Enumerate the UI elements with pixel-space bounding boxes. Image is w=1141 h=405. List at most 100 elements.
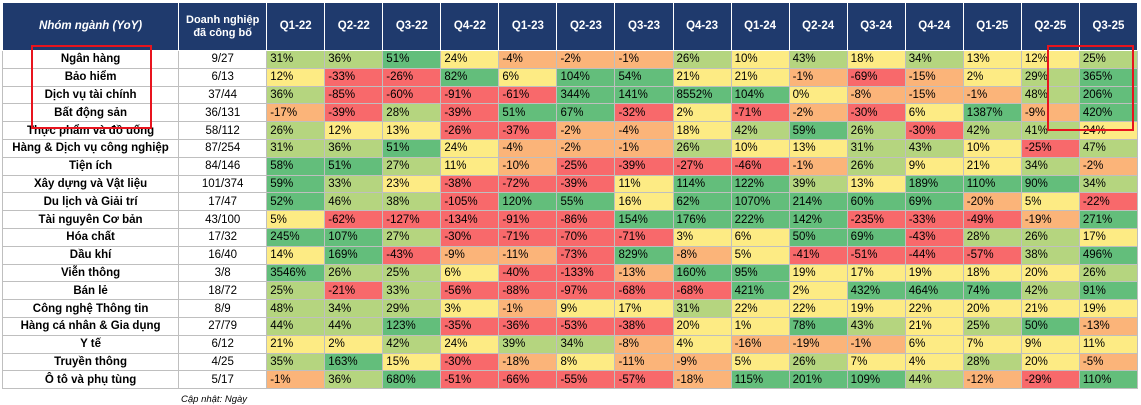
- sector-name: Tài nguyên Cơ bản: [1, 210, 180, 229]
- sector-name: Ô tô và phụ tùng: [1, 370, 180, 390]
- growth-cell: 22%: [730, 299, 790, 318]
- sector-name: Dịch vụ tài chính: [1, 85, 180, 105]
- growth-cell: -26%: [382, 67, 442, 87]
- growth-cell: 52%: [266, 192, 326, 212]
- companies-reported-count: 18/72: [178, 281, 268, 301]
- sector-name: Dầu khí: [1, 245, 180, 265]
- growth-cell: 8552%: [672, 85, 732, 105]
- growth-cell: -13%: [1078, 316, 1139, 336]
- growth-cell: 104%: [730, 85, 790, 105]
- growth-cell: 6%: [440, 263, 500, 283]
- table-row: Công nghệ Thông tin 8/9 48% 34% 29% 3% -1% 9% 17…: [1, 299, 1139, 318]
- growth-cell: 26%: [672, 138, 732, 158]
- growth-cell: -71%: [498, 227, 558, 247]
- growth-cell: 21%: [266, 334, 326, 354]
- growth-cell: 16%: [614, 192, 674, 212]
- growth-cell: 163%: [324, 352, 384, 372]
- growth-cell: 69%: [846, 227, 906, 247]
- growth-cell: 0%: [788, 85, 848, 105]
- growth-cell: -134%: [440, 210, 500, 229]
- growth-cell: 115%: [730, 370, 790, 390]
- growth-cell: 78%: [788, 316, 848, 336]
- growth-cell: 27%: [382, 156, 442, 176]
- growth-cell: 11%: [614, 174, 674, 194]
- growth-cell: 17%: [1078, 227, 1139, 247]
- growth-cell: 34%: [556, 334, 616, 354]
- growth-cell: 29%: [1020, 67, 1080, 87]
- growth-cell: 9%: [1020, 334, 1080, 354]
- header-quarter-q1-25: Q1-25: [962, 2, 1022, 51]
- companies-reported-count: 5/17: [178, 370, 268, 390]
- growth-cell: 3%: [672, 227, 732, 247]
- growth-cell: 33%: [382, 281, 442, 301]
- header-quarter-q1-24: Q1-24: [730, 2, 790, 51]
- growth-cell: 19%: [904, 263, 964, 283]
- growth-cell: -22%: [1078, 192, 1139, 212]
- growth-cell: -105%: [440, 192, 500, 212]
- header-quarter-q2-23: Q2-23: [556, 2, 616, 51]
- growth-cell: 222%: [730, 210, 790, 229]
- growth-cell: 24%: [440, 50, 500, 69]
- growth-cell: 36%: [324, 370, 384, 390]
- growth-cell: 189%: [904, 174, 964, 194]
- header-quarter-q3-25: Q3-25: [1078, 2, 1139, 51]
- growth-cell: -56%: [440, 281, 500, 301]
- growth-cell: -39%: [614, 156, 674, 176]
- growth-cell: -57%: [962, 245, 1022, 265]
- growth-cell: -68%: [672, 281, 732, 301]
- growth-cell: 44%: [266, 316, 326, 336]
- table-row: Xây dựng và Vật liệu 101/374 59% 33% 23% -38%…: [1, 174, 1139, 194]
- growth-cell: 42%: [962, 121, 1022, 140]
- growth-cell: 59%: [788, 121, 848, 140]
- growth-cell: 24%: [440, 138, 500, 158]
- growth-cell: -2%: [556, 138, 616, 158]
- growth-cell: -15%: [904, 67, 964, 87]
- growth-cell: 1070%: [730, 192, 790, 212]
- companies-reported-count: 17/32: [178, 227, 268, 247]
- growth-cell: -30%: [440, 227, 500, 247]
- growth-cell: -21%: [324, 281, 384, 301]
- growth-cell: -38%: [614, 316, 674, 336]
- growth-cell: -10%: [498, 156, 558, 176]
- growth-cell: 12%: [1020, 50, 1080, 69]
- growth-cell: -71%: [614, 227, 674, 247]
- table-row: Hàng cá nhân & Gia dụng 27/79 44% 44% 123% -3…: [1, 316, 1139, 336]
- header-quarter-q4-24: Q4-24: [904, 2, 964, 51]
- sector-name: Xây dựng và Vật liệu: [1, 174, 180, 194]
- growth-cell: -11%: [614, 352, 674, 372]
- growth-cell: 6%: [498, 67, 558, 87]
- growth-cell: -1%: [614, 138, 674, 158]
- growth-cell: 109%: [846, 370, 906, 390]
- growth-cell: -53%: [556, 316, 616, 336]
- growth-cell: -43%: [382, 245, 442, 265]
- growth-cell: 15%: [382, 352, 442, 372]
- growth-cell: 31%: [266, 138, 326, 158]
- table-row: Tài nguyên Cơ bản 43/100 5% -62% -127% -134% -…: [1, 210, 1139, 229]
- earnings-growth-table: Nhóm ngành (YoY) Doanh nghiệp đã công bố…: [1, 2, 1139, 390]
- growth-cell: 20%: [672, 316, 732, 336]
- companies-reported-count: 6/13: [178, 67, 268, 87]
- growth-cell: -5%: [1078, 352, 1139, 372]
- growth-cell: 4%: [904, 352, 964, 372]
- growth-cell: 110%: [962, 174, 1022, 194]
- companies-reported-count: 84/146: [178, 156, 268, 176]
- growth-cell: 142%: [788, 210, 848, 229]
- growth-cell: 22%: [904, 299, 964, 318]
- growth-cell: 123%: [382, 316, 442, 336]
- growth-cell: 36%: [324, 50, 384, 69]
- growth-cell: -19%: [1020, 210, 1080, 229]
- growth-cell: 20%: [1020, 263, 1080, 283]
- growth-cell: -73%: [556, 245, 616, 265]
- growth-cell: -49%: [962, 210, 1022, 229]
- growth-cell: 432%: [846, 281, 906, 301]
- table-row: Hóa chất 17/32 245% 107% 27% -30% -71% -70% -71%…: [1, 227, 1139, 247]
- growth-cell: -32%: [614, 103, 674, 123]
- growth-cell: -1%: [962, 85, 1022, 105]
- table-row: Y tế 6/12 21% 2% 42% 24% 39% 34% -8% 4% -16% -19% -1…: [1, 334, 1139, 354]
- growth-cell: 42%: [730, 121, 790, 140]
- table-row: Tiện ích 84/146 58% 51% 27% 11% -10% -25% -39% -2…: [1, 156, 1139, 176]
- growth-cell: 23%: [382, 174, 442, 194]
- table-row: Ô tô và phụ tùng 5/17 -1% 36% 680% -51% -66% -5…: [1, 370, 1139, 390]
- growth-cell: -1%: [614, 50, 674, 69]
- header-companies-reported: Doanh nghiệp đã công bố: [178, 2, 268, 51]
